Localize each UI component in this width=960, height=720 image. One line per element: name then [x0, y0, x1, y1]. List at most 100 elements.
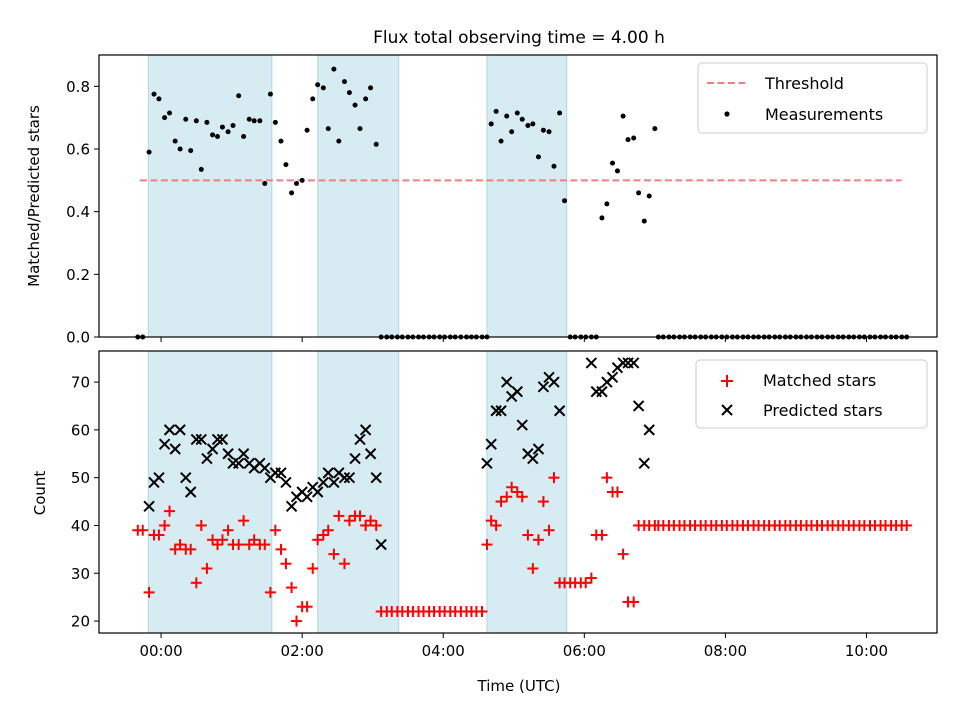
predicted-point	[322, 467, 334, 479]
x-tick-label: 02:00	[281, 642, 324, 660]
measurement-point	[204, 119, 210, 125]
y-tick-label: 50	[71, 469, 90, 487]
predicted-point	[211, 433, 224, 446]
matched-point	[269, 524, 281, 536]
predicted-point	[184, 486, 197, 498]
matched-point	[190, 577, 202, 589]
measurement-point	[230, 123, 236, 128]
y-tick-label: 40	[71, 517, 90, 535]
matched-point	[243, 539, 255, 551]
predicted-point	[174, 424, 186, 436]
predicted-point	[169, 443, 181, 455]
measurement-point	[519, 116, 525, 122]
matched-point	[174, 539, 186, 551]
measurement-point	[504, 113, 510, 119]
matched-point	[370, 519, 382, 531]
measurement-point	[183, 116, 189, 122]
measurement-point	[304, 127, 310, 133]
predicted-point	[553, 405, 566, 417]
x-tick-label: 04:00	[422, 642, 465, 660]
measurement-point	[525, 123, 531, 128]
matched-point	[611, 486, 623, 498]
predicted-point	[222, 448, 234, 460]
measurement-point	[363, 96, 369, 102]
predicted-point	[606, 371, 619, 383]
predicted-point	[548, 376, 560, 388]
count-y-ticks: 20 30 40 50 60 70	[71, 374, 99, 631]
measurement-point	[262, 180, 268, 186]
ratio-axes-frame	[98, 54, 938, 338]
matched-point	[532, 534, 544, 546]
measurement-point	[198, 166, 204, 172]
predicted-point	[153, 471, 165, 484]
x-axis-label: Time (UTC)	[477, 677, 561, 695]
predicted-point	[481, 457, 493, 470]
matched-point	[164, 505, 176, 517]
predicted-point	[532, 443, 545, 455]
matched-point	[628, 596, 640, 608]
matched-point	[322, 524, 334, 536]
observing-window-span	[486, 350, 568, 634]
predicted-point	[617, 357, 629, 369]
measurement-point	[283, 162, 289, 168]
matched-point	[338, 558, 350, 570]
measurement-point	[357, 126, 363, 132]
measurement-point	[219, 124, 225, 130]
measurement-point	[610, 160, 616, 166]
matched-point	[317, 529, 329, 541]
ratio-y-ticks: 0.0 0.2 0.4 0.6 0.8	[66, 78, 99, 347]
measurement-point	[631, 135, 637, 141]
predicted-point	[143, 500, 155, 513]
predicted-point	[632, 400, 645, 412]
matched-point	[495, 496, 507, 508]
measurement-point	[368, 85, 374, 91]
y-tick-label: 0.4	[66, 203, 90, 221]
count-y-axis-label: Count	[31, 471, 49, 516]
measurement-point	[215, 133, 221, 139]
measurement-point	[509, 129, 515, 135]
matched-point	[222, 524, 234, 536]
matched-point	[360, 519, 372, 531]
predicted-point	[359, 424, 372, 436]
measurement-point	[551, 163, 557, 169]
matched-point	[328, 548, 340, 560]
matched-point	[307, 562, 319, 574]
x-tick-label: 08:00	[704, 642, 747, 660]
matched-point	[212, 539, 224, 551]
predicted-point	[364, 448, 377, 460]
matched-point	[522, 529, 534, 541]
y-tick-label: 20	[71, 613, 90, 631]
predicted-point	[375, 538, 387, 551]
predicted-point	[343, 471, 356, 484]
matched-point	[275, 543, 287, 555]
matched-point	[501, 491, 513, 503]
measurement-point	[599, 215, 605, 221]
measurement-point	[614, 168, 620, 174]
measurement-point	[156, 96, 162, 102]
measurement-point	[325, 126, 331, 132]
matched-point	[543, 524, 555, 536]
matched-point	[490, 519, 502, 531]
matched-point	[548, 472, 560, 484]
measurement-point	[346, 90, 352, 96]
measurement-point	[294, 180, 300, 186]
predicted-point	[280, 476, 292, 489]
matched-point	[585, 572, 597, 584]
measurement-point	[188, 148, 194, 154]
predicted-point	[485, 438, 497, 450]
measurement-point	[241, 133, 247, 139]
measurement-point	[373, 141, 379, 147]
measurement-point	[514, 110, 520, 116]
count-legend-box	[695, 359, 928, 429]
measurement-point	[251, 118, 257, 124]
predicted-point	[180, 471, 192, 484]
predicted-point	[627, 357, 640, 369]
predicted-point	[311, 486, 324, 498]
matched-point	[312, 534, 324, 546]
measurement-point	[246, 116, 252, 122]
y-tick-label: 60	[71, 421, 90, 439]
count-plot-area	[132, 357, 913, 627]
measurement-point	[172, 138, 178, 144]
matched-legend-label: Matched stars	[763, 371, 876, 390]
